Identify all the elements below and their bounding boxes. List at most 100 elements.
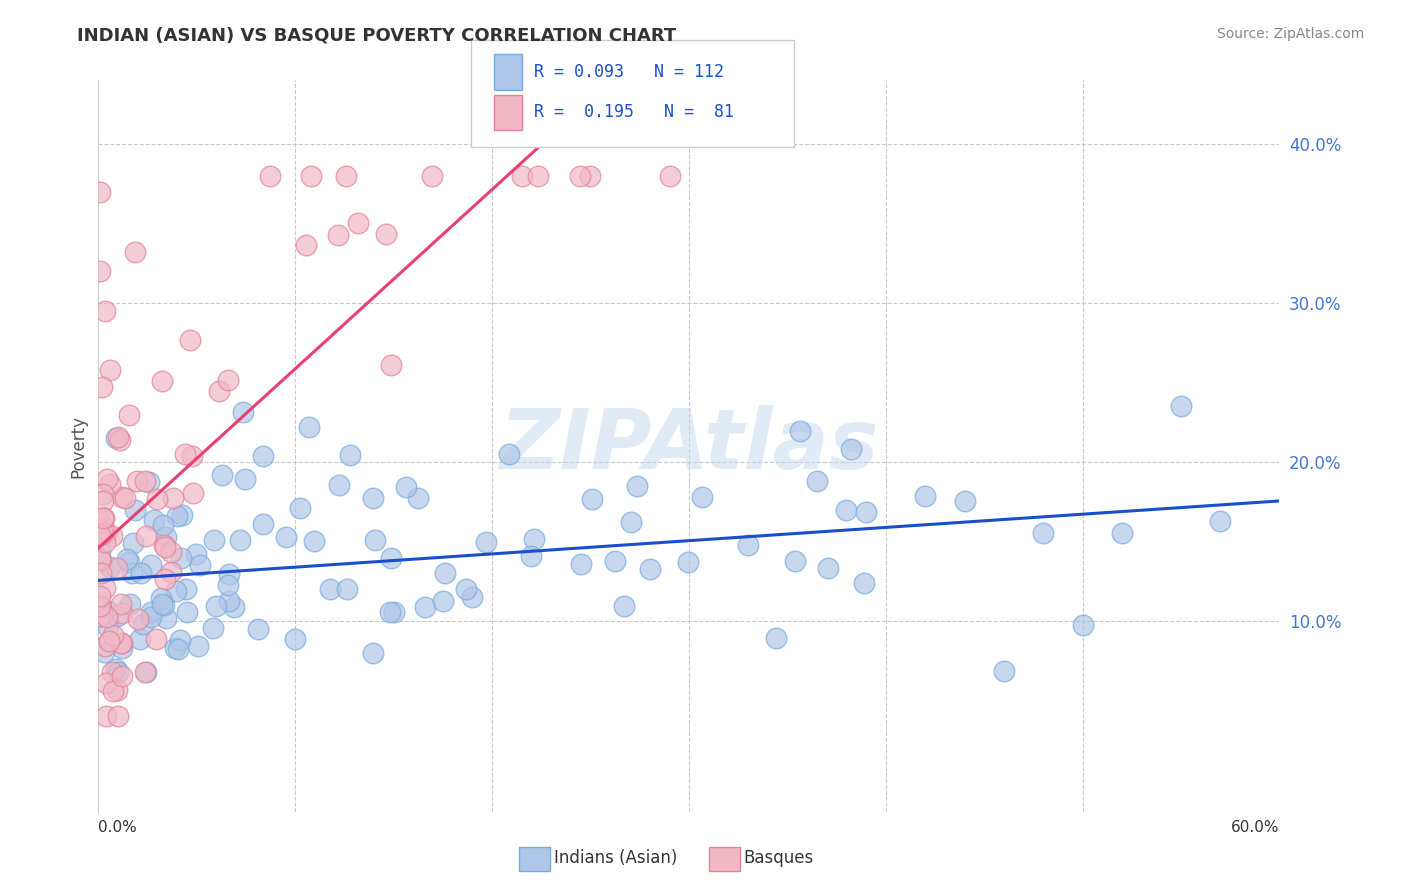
- Point: [420, 169, 443, 183]
- Point: [181, 486, 204, 500]
- Point: [361, 646, 384, 660]
- Point: [169, 550, 191, 565]
- Point: [174, 582, 197, 597]
- Y-axis label: Poverty: Poverty: [69, 415, 87, 477]
- Point: [143, 512, 166, 526]
- Point: [89, 544, 111, 558]
- Point: [93, 521, 115, 535]
- Point: [150, 598, 173, 612]
- Point: [395, 480, 418, 494]
- Point: [202, 533, 225, 547]
- Point: [284, 632, 307, 646]
- Point: [374, 227, 396, 241]
- Point: [295, 238, 318, 252]
- Point: [298, 419, 321, 434]
- Point: [105, 561, 128, 575]
- Text: 60.0%: 60.0%: [1232, 820, 1279, 835]
- Point: [90, 553, 112, 567]
- Point: [166, 642, 188, 657]
- Point: [229, 533, 252, 547]
- Point: [114, 491, 136, 505]
- Point: [100, 665, 122, 679]
- Point: [96, 609, 118, 624]
- Point: [568, 169, 591, 183]
- Point: [335, 169, 357, 183]
- Point: [89, 515, 111, 529]
- Point: [523, 532, 546, 546]
- Point: [290, 500, 312, 515]
- Point: [96, 709, 118, 723]
- Point: [132, 617, 155, 632]
- Point: [853, 575, 876, 590]
- Point: [150, 374, 173, 388]
- Point: [380, 550, 402, 565]
- Point: [232, 405, 254, 419]
- Point: [180, 450, 202, 464]
- Point: [605, 554, 627, 568]
- Point: [413, 599, 436, 614]
- Point: [252, 449, 274, 463]
- Point: [346, 216, 368, 230]
- Text: Indians (Asian): Indians (Asian): [554, 849, 678, 867]
- Point: [125, 474, 148, 488]
- Point: [153, 540, 176, 554]
- Point: [124, 245, 146, 260]
- Point: [134, 474, 156, 488]
- Point: [118, 409, 141, 423]
- Point: [91, 380, 114, 394]
- Point: [166, 509, 188, 524]
- Point: [201, 621, 224, 635]
- Point: [433, 566, 456, 581]
- Point: [690, 490, 713, 504]
- Point: [89, 599, 111, 614]
- Point: [252, 516, 274, 531]
- Text: R =  0.195   N =  81: R = 0.195 N = 81: [534, 103, 734, 121]
- Point: [783, 554, 806, 568]
- Point: [110, 636, 132, 650]
- Point: [579, 169, 602, 183]
- Point: [510, 169, 533, 183]
- Point: [806, 474, 828, 488]
- Point: [122, 536, 145, 550]
- Point: [97, 604, 120, 618]
- Point: [613, 599, 636, 613]
- Point: [107, 665, 129, 679]
- Point: [222, 599, 245, 614]
- Point: [128, 632, 150, 647]
- Point: [145, 632, 167, 646]
- Point: [101, 529, 124, 543]
- Point: [98, 560, 121, 574]
- Point: [188, 558, 211, 572]
- Point: [139, 558, 162, 573]
- Text: INDIAN (ASIAN) VS BASQUE POVERTY CORRELATION CHART: INDIAN (ASIAN) VS BASQUE POVERTY CORRELA…: [77, 27, 676, 45]
- Point: [91, 486, 114, 500]
- Point: [155, 530, 177, 544]
- Point: [94, 303, 117, 318]
- Point: [914, 489, 936, 503]
- Point: [527, 169, 550, 183]
- Point: [111, 669, 134, 683]
- Point: [94, 535, 117, 549]
- Point: [98, 362, 121, 376]
- Point: [139, 605, 162, 619]
- Point: [134, 665, 156, 680]
- Text: Source: ZipAtlas.com: Source: ZipAtlas.com: [1216, 27, 1364, 41]
- Point: [94, 639, 117, 653]
- Point: [93, 511, 115, 525]
- Point: [187, 639, 209, 653]
- Point: [101, 684, 124, 698]
- Text: 0.0%: 0.0%: [98, 820, 138, 835]
- Point: [993, 665, 1015, 679]
- Point: [89, 608, 111, 623]
- Point: [173, 447, 195, 461]
- Point: [153, 573, 176, 587]
- Point: [218, 594, 240, 608]
- Point: [855, 505, 877, 519]
- Point: [364, 533, 387, 547]
- Point: [475, 535, 498, 549]
- Point: [274, 530, 297, 544]
- Point: [953, 494, 976, 508]
- Point: [569, 557, 592, 571]
- Point: [139, 610, 162, 624]
- Point: [169, 633, 191, 648]
